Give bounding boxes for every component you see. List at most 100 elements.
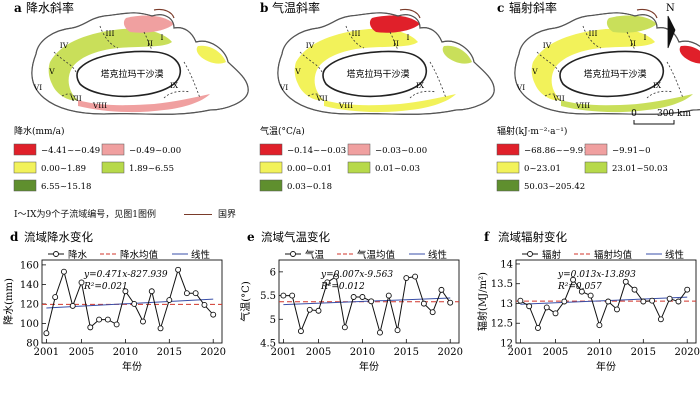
x-axis-label: 年份: [122, 360, 142, 373]
basin-fill-east-patch: [679, 45, 700, 64]
subbasin-boundary: [61, 93, 77, 101]
series-point: [183, 290, 190, 297]
legend-trend-label: 线性: [428, 249, 448, 261]
series-line: [45, 268, 214, 334]
plot-frame: [41, 259, 223, 344]
border-line-swatch: [183, 214, 212, 215]
basin-fill-south: [78, 94, 210, 113]
series-point: [87, 324, 94, 331]
map-panel-letter: b: [260, 1, 268, 15]
chart-panel-d: d 流域降水变化 80 100 120 140 160 2001 2005 2010 2015 202…: [2, 230, 226, 373]
legend-label: 0.01~0.03: [375, 164, 420, 174]
legend-label: −0.14~−0.03: [287, 146, 346, 156]
series-point: [131, 300, 138, 307]
subbasin-label: I: [407, 33, 410, 42]
scale-bar-label-end: 300 km: [657, 109, 691, 119]
x-tick-label: 2015: [157, 347, 182, 358]
regression-r2: R²=0.012: [320, 282, 365, 292]
subbasin-label: II: [630, 39, 636, 48]
legend-label: −4.41~−0.49: [41, 146, 100, 156]
subbasin-boundary: [544, 93, 560, 101]
series-point: [631, 286, 638, 293]
y-tick-label: 5: [270, 315, 276, 326]
y-tick-label: 12.5: [491, 319, 513, 330]
chart-title: 流域气温变化: [261, 230, 330, 244]
subbasin-label: II: [393, 39, 399, 48]
legend-swatch: [259, 161, 283, 174]
basin-fill-north-ring: [48, 28, 172, 101]
series-point: [166, 297, 173, 303]
basin-outline-stroke: [31, 12, 249, 115]
basin-outline-stroke: [514, 12, 700, 115]
legend-series-marker: [527, 251, 533, 257]
legend-swatch: [347, 161, 371, 174]
desert-label: 塔克拉玛干沙漠: [583, 68, 646, 80]
subbasin-boundary: [345, 25, 365, 49]
series-point: [69, 302, 76, 309]
desert-label: 塔克拉玛干沙漠: [346, 68, 409, 80]
x-tick-label: 2005: [69, 347, 94, 358]
y-axis-label: 气温(°C): [239, 281, 252, 322]
subbasin-label: IV: [543, 41, 552, 50]
legend-label: 0.00~0.01: [287, 164, 332, 174]
y-tick-label: 13.5: [491, 279, 513, 290]
legend-label: 1.89~6.55: [129, 164, 174, 174]
y-tick-label: 140: [20, 280, 39, 291]
series-point: [412, 273, 419, 280]
subbasin-boundary: [582, 25, 602, 49]
series-point: [377, 329, 383, 336]
x-tick-label: 2020: [437, 347, 462, 358]
series-point: [104, 316, 111, 323]
regression-r2: R²=0.021: [83, 282, 128, 292]
legend-label: 0.00~1.89: [41, 164, 86, 174]
basin-fill-south: [324, 94, 456, 113]
x-tick-label: 2010: [350, 347, 375, 358]
subbasin-boundary: [53, 51, 77, 73]
x-tick-label: 2001: [34, 347, 59, 358]
chart-panel-letter: f: [484, 230, 490, 244]
subbasin-boundary: [307, 93, 323, 101]
subbasin-boundary: [429, 61, 447, 99]
x-tick-label: 2020: [674, 347, 699, 358]
series-point: [201, 301, 208, 308]
subbasin-label: VII: [315, 94, 327, 103]
series-point: [157, 325, 164, 332]
legend-label: −9.91~0: [612, 146, 651, 156]
series-point: [666, 295, 673, 302]
y-tick-label: 4.5: [260, 339, 276, 350]
series-point: [350, 294, 357, 300]
series-point: [420, 300, 427, 307]
national-border: [153, 8, 175, 19]
subbasin-boundary: [163, 90, 191, 99]
series-point: [517, 297, 524, 304]
legend-swatch: [13, 161, 37, 174]
basin-number-note: I～IX为9个子流域编号，见图1图例: [14, 210, 156, 220]
y-tick-label: 80: [26, 339, 39, 350]
regression-r2: R²=0.057: [557, 282, 602, 292]
y-tick-label: 13: [500, 299, 513, 310]
series-point: [192, 290, 199, 297]
subbasin-label: I: [161, 33, 164, 42]
basin-fill-north-patch: [606, 15, 657, 33]
legend-label: −0.03~0.00: [375, 146, 427, 156]
chart-panel-f: f 流域辐射变化 12 12.5 13 13.5 14 2001 2005 2010 2015 202…: [476, 230, 700, 373]
legend-label: 6.55~15.18: [41, 182, 91, 192]
series-point: [315, 307, 322, 314]
series-point: [61, 268, 67, 275]
basin-fill-north-patch: [123, 15, 174, 33]
north-arrow: N: [666, 3, 676, 49]
subbasin-label: VI: [33, 83, 42, 92]
chart-panel-letter: e: [247, 230, 255, 244]
x-tick-label: 2010: [587, 347, 612, 358]
map-panel-letter: c: [497, 1, 504, 15]
series-point: [526, 303, 533, 310]
basin-fill-south: [561, 94, 693, 113]
x-tick-label: 2005: [306, 347, 331, 358]
y-tick-label: 100: [20, 319, 39, 330]
chart-title: 流域辐射变化: [498, 230, 567, 244]
scale-bar-line: [633, 120, 675, 125]
legend-swatch: [101, 161, 125, 174]
subbasin-label: IX: [416, 81, 425, 90]
basin-fill-east-patch: [442, 45, 472, 64]
